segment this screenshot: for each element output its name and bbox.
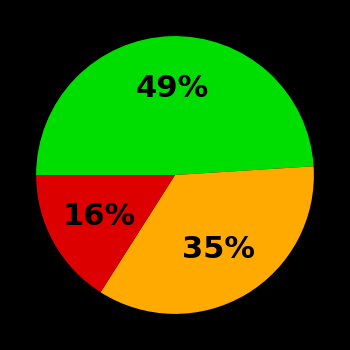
- Wedge shape: [36, 175, 175, 292]
- Text: 35%: 35%: [182, 234, 256, 264]
- Text: 49%: 49%: [136, 75, 209, 104]
- Wedge shape: [36, 36, 314, 175]
- Wedge shape: [100, 166, 314, 314]
- Text: 16%: 16%: [63, 202, 136, 231]
